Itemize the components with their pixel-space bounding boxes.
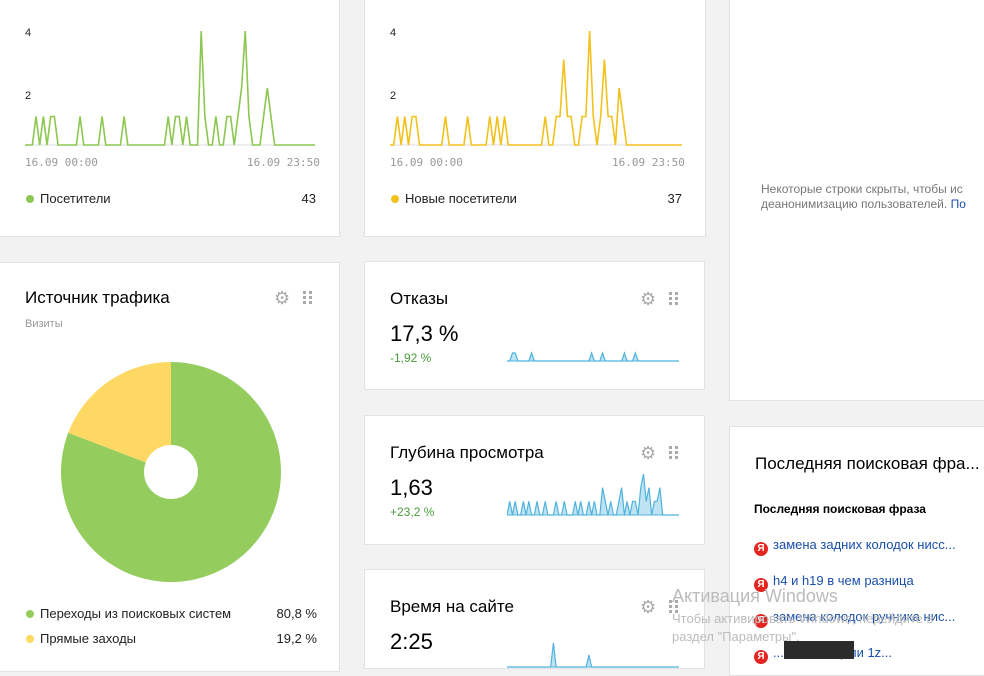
time-card: Время на сайте ⚙ 2:25 [364, 569, 705, 669]
spark-area [507, 643, 679, 667]
drag-handle-icon[interactable] [303, 291, 313, 305]
taskbar-fragment [784, 641, 854, 659]
metric-delta: -1,92 % [390, 351, 432, 365]
widget-title: Глубина просмотра [390, 443, 544, 462]
metric-value: 17,3 % [390, 321, 459, 346]
spark-line [507, 642, 679, 668]
note-line-1: Некоторые строки скрыты, чтобы ис [761, 182, 963, 196]
settings-gear-icon[interactable]: ⚙ [640, 443, 657, 463]
drag-handle-icon[interactable] [669, 600, 679, 614]
legend-label-search: Переходы из поисковых систем [40, 606, 232, 621]
pie-slice-1[interactable] [68, 362, 171, 472]
settings-gear-icon[interactable]: ⚙ [274, 288, 291, 308]
new-visitors-card: 4 2 16.09 00:00 16.09 23:50 Новые посети… [364, 0, 706, 237]
legend-value-direct: 19,2 % [276, 631, 317, 646]
drag-handle-icon[interactable] [669, 292, 679, 306]
series-line [390, 30, 682, 146]
windows-activation-line1: Чтобы активировать Windows, перейдите в [672, 611, 934, 626]
metric-value: 1,63 [390, 475, 433, 500]
settings-gear-icon[interactable]: ⚙ [640, 597, 657, 617]
donut-hole [144, 445, 198, 499]
visitors-card: 4 2 16.09 00:00 16.09 23:50 Посетители 4… [0, 0, 340, 237]
spark-line [507, 473, 679, 516]
x-axis-start: 16.09 00:00 [390, 156, 463, 169]
legend-label-visitors: Посетители [40, 191, 111, 206]
y-tick-4: 4 [390, 27, 397, 39]
x-axis-end: 16.09 23:50 [247, 156, 320, 169]
traffic-source-card: Источник трафика Визиты ⚙ Переходы из по… [0, 262, 340, 672]
note-link[interactable]: По [950, 197, 966, 211]
settings-gear-icon[interactable]: ⚙ [640, 289, 657, 309]
visitors-chart [25, 30, 315, 146]
widget-title: Отказы [390, 289, 449, 308]
hidden-rows-card: Некоторые строки скрыты, чтобы ис деанон… [729, 0, 984, 401]
yandex-icon: Я [754, 614, 768, 628]
bounce-card: Отказы ⚙ 17,3 % -1,92 % [364, 261, 705, 390]
y-tick-2: 2 [390, 90, 397, 102]
widget-subtitle: Визиты [25, 318, 63, 330]
depth-sparkline [507, 473, 679, 516]
legend-dot-direct [26, 635, 34, 643]
series-line [25, 30, 315, 146]
legend-dot-search [26, 610, 34, 618]
legend-value-new-visitors: 37 [667, 191, 682, 206]
hidden-rows-note: Некоторые строки скрыты, чтобы ис деанон… [761, 182, 966, 212]
note-text: деанонимизацию пользователей. [761, 197, 951, 211]
traffic-pie-chart [60, 362, 281, 582]
drag-handle-icon[interactable] [669, 446, 679, 460]
yandex-icon: Я [754, 578, 768, 592]
windows-activation-title: Активация Windows [672, 586, 838, 606]
y-tick-4: 4 [25, 27, 32, 39]
windows-activation-line2: раздел "Параметры". [672, 629, 800, 644]
legend-label-direct: Прямые заходы [40, 631, 137, 646]
legend-value-search: 80,8 % [276, 606, 317, 621]
legend-value-visitors: 43 [301, 191, 316, 206]
note-line-2: деанонимизацию пользователей. По [761, 197, 966, 212]
depth-card: Глубина просмотра ⚙ 1,63 +23,2 % [364, 415, 705, 545]
legend-label-new-visitors: Новые посетители [405, 191, 517, 206]
time-sparkline [507, 642, 679, 668]
legend-dot-new-visitors [391, 195, 399, 203]
bounce-sparkline [507, 351, 679, 362]
metric-value: 2:25 [390, 629, 433, 654]
y-tick-2: 2 [25, 90, 32, 102]
yandex-icon: Я [754, 650, 768, 664]
widget-title: Время на сайте [390, 597, 514, 616]
legend-dot-visitors [26, 195, 34, 203]
last-search-card: Последняя поисковая фра... Последняя пои… [729, 426, 984, 676]
x-axis-start: 16.09 00:00 [25, 156, 98, 169]
widget-title: Источник трафика [25, 288, 170, 307]
metric-delta: +23,2 % [390, 505, 435, 519]
new-visitors-chart [390, 30, 682, 146]
table-header: Последняя поисковая фраза [754, 502, 926, 516]
yandex-icon: Я [754, 542, 768, 556]
widget-title: Последняя поисковая фра... [755, 454, 980, 473]
x-axis-end: 16.09 23:50 [612, 156, 685, 169]
